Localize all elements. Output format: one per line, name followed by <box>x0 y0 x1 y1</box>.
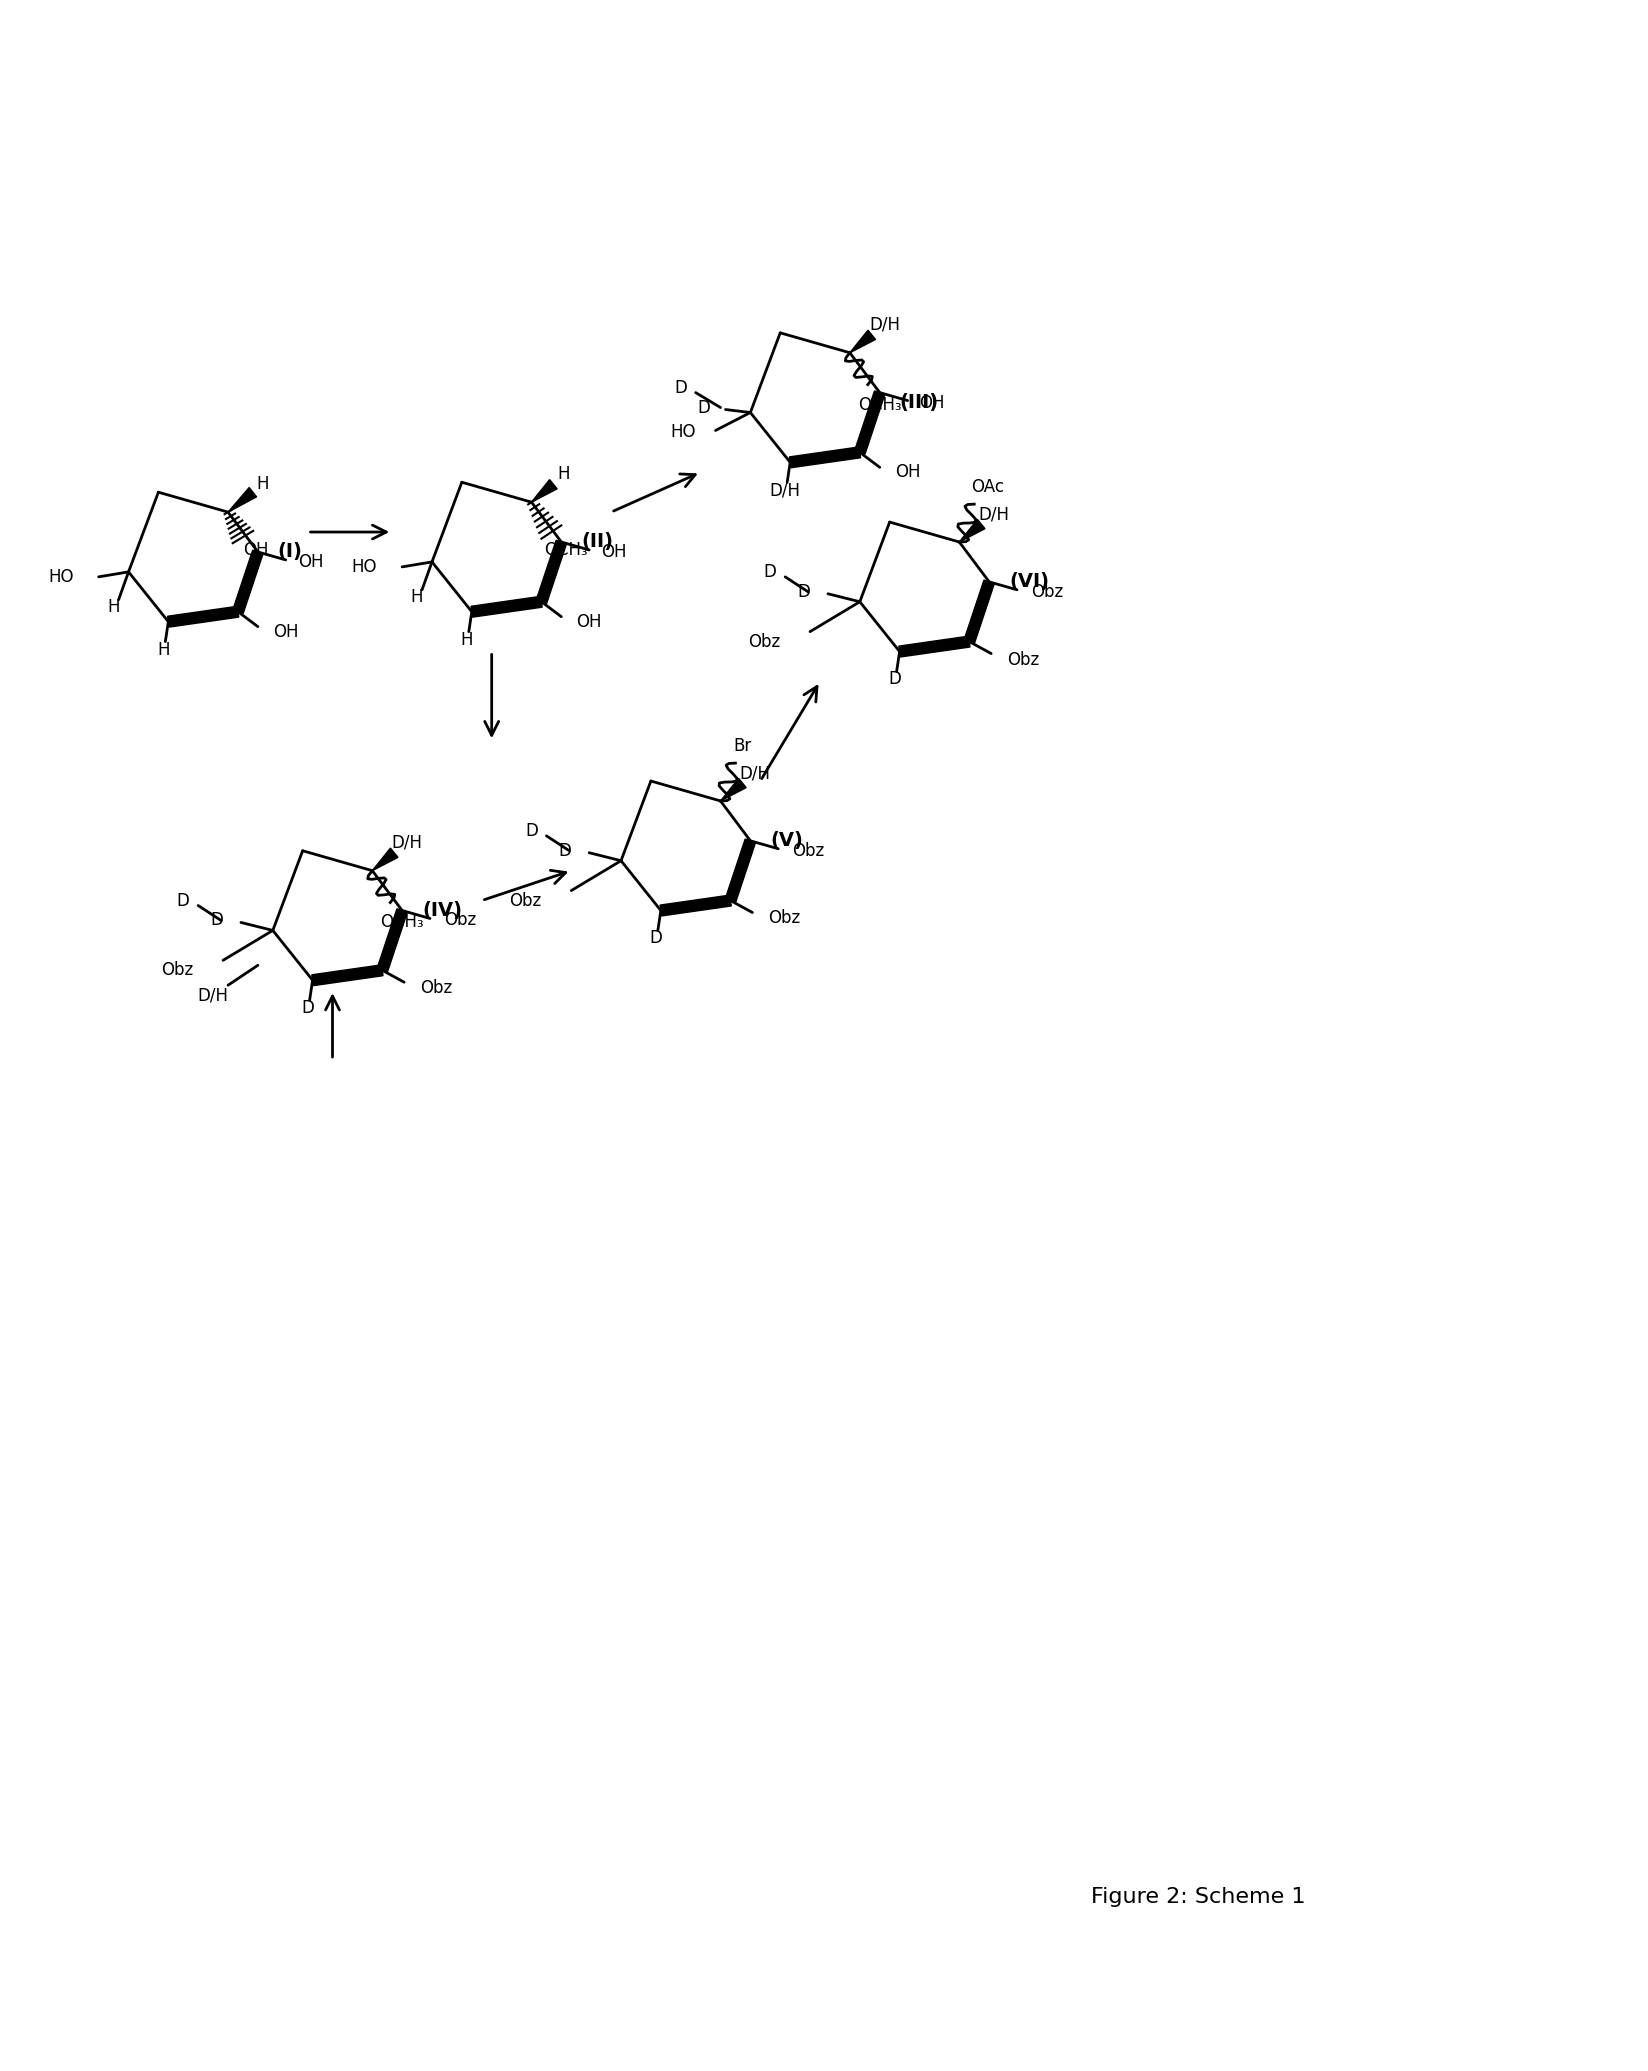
Text: Obz: Obz <box>1032 582 1063 601</box>
Text: D: D <box>888 671 901 688</box>
Text: D: D <box>649 930 662 946</box>
Polygon shape <box>227 487 257 512</box>
Text: Obz: Obz <box>162 961 193 980</box>
Text: OH: OH <box>298 553 323 572</box>
Polygon shape <box>536 541 567 603</box>
Polygon shape <box>850 329 875 352</box>
Text: D: D <box>763 563 776 580</box>
Text: H: H <box>460 630 473 648</box>
Text: (II): (II) <box>582 532 613 551</box>
Polygon shape <box>377 909 407 971</box>
Text: H: H <box>410 588 424 607</box>
Polygon shape <box>232 551 264 613</box>
Polygon shape <box>855 391 885 454</box>
Text: Br: Br <box>733 737 751 756</box>
Polygon shape <box>964 580 994 644</box>
Text: OAc: OAc <box>971 478 1004 497</box>
Text: D: D <box>697 398 710 416</box>
Text: D: D <box>559 841 572 859</box>
Polygon shape <box>725 839 755 903</box>
Text: D/H: D/H <box>392 835 422 851</box>
Text: D/H: D/H <box>740 764 771 783</box>
Text: H: H <box>557 466 570 483</box>
Text: Obz: Obz <box>793 841 824 859</box>
Polygon shape <box>959 520 986 543</box>
Text: HO: HO <box>48 567 74 586</box>
Text: Obz: Obz <box>748 632 780 650</box>
Text: Obz: Obz <box>768 909 801 928</box>
Polygon shape <box>311 965 382 986</box>
Text: OCH₃: OCH₃ <box>859 396 901 414</box>
Text: D/H: D/H <box>868 317 900 333</box>
Text: D: D <box>211 911 222 930</box>
Text: D: D <box>526 822 537 841</box>
Text: Obz: Obz <box>420 980 452 998</box>
Polygon shape <box>789 447 860 468</box>
Text: OH: OH <box>244 541 269 559</box>
Text: D/H: D/H <box>979 505 1010 524</box>
Text: OH: OH <box>895 464 920 480</box>
Text: OCH₃: OCH₃ <box>544 541 588 559</box>
Text: H: H <box>157 640 170 659</box>
Text: D: D <box>302 998 315 1017</box>
Polygon shape <box>720 779 747 801</box>
Text: (V): (V) <box>770 830 803 851</box>
Polygon shape <box>661 895 732 915</box>
Polygon shape <box>168 607 239 628</box>
Text: D: D <box>674 379 687 398</box>
Text: Figure 2: Scheme 1: Figure 2: Scheme 1 <box>1091 1887 1305 1907</box>
Text: (III): (III) <box>900 393 939 412</box>
Text: OCH₃: OCH₃ <box>381 913 424 932</box>
Text: HO: HO <box>351 557 377 576</box>
Text: OH: OH <box>274 623 298 640</box>
Text: Obz: Obz <box>1007 650 1040 669</box>
Text: (I): (I) <box>279 543 303 561</box>
Text: OH: OH <box>920 393 944 412</box>
Text: D: D <box>798 582 811 601</box>
Polygon shape <box>898 636 971 657</box>
Text: H: H <box>107 599 120 615</box>
Text: D/H: D/H <box>770 480 801 499</box>
Text: Obz: Obz <box>509 891 542 909</box>
Text: Obz: Obz <box>443 911 476 930</box>
Text: HO: HO <box>671 422 695 441</box>
Text: D: D <box>176 891 190 909</box>
Text: (IV): (IV) <box>422 901 461 920</box>
Polygon shape <box>471 596 542 617</box>
Polygon shape <box>372 849 397 870</box>
Text: H: H <box>257 474 269 493</box>
Polygon shape <box>532 480 557 501</box>
Text: D/H: D/H <box>198 986 229 1004</box>
Text: (VI): (VI) <box>1009 572 1050 592</box>
Text: OH: OH <box>577 613 602 632</box>
Text: OH: OH <box>602 543 626 561</box>
